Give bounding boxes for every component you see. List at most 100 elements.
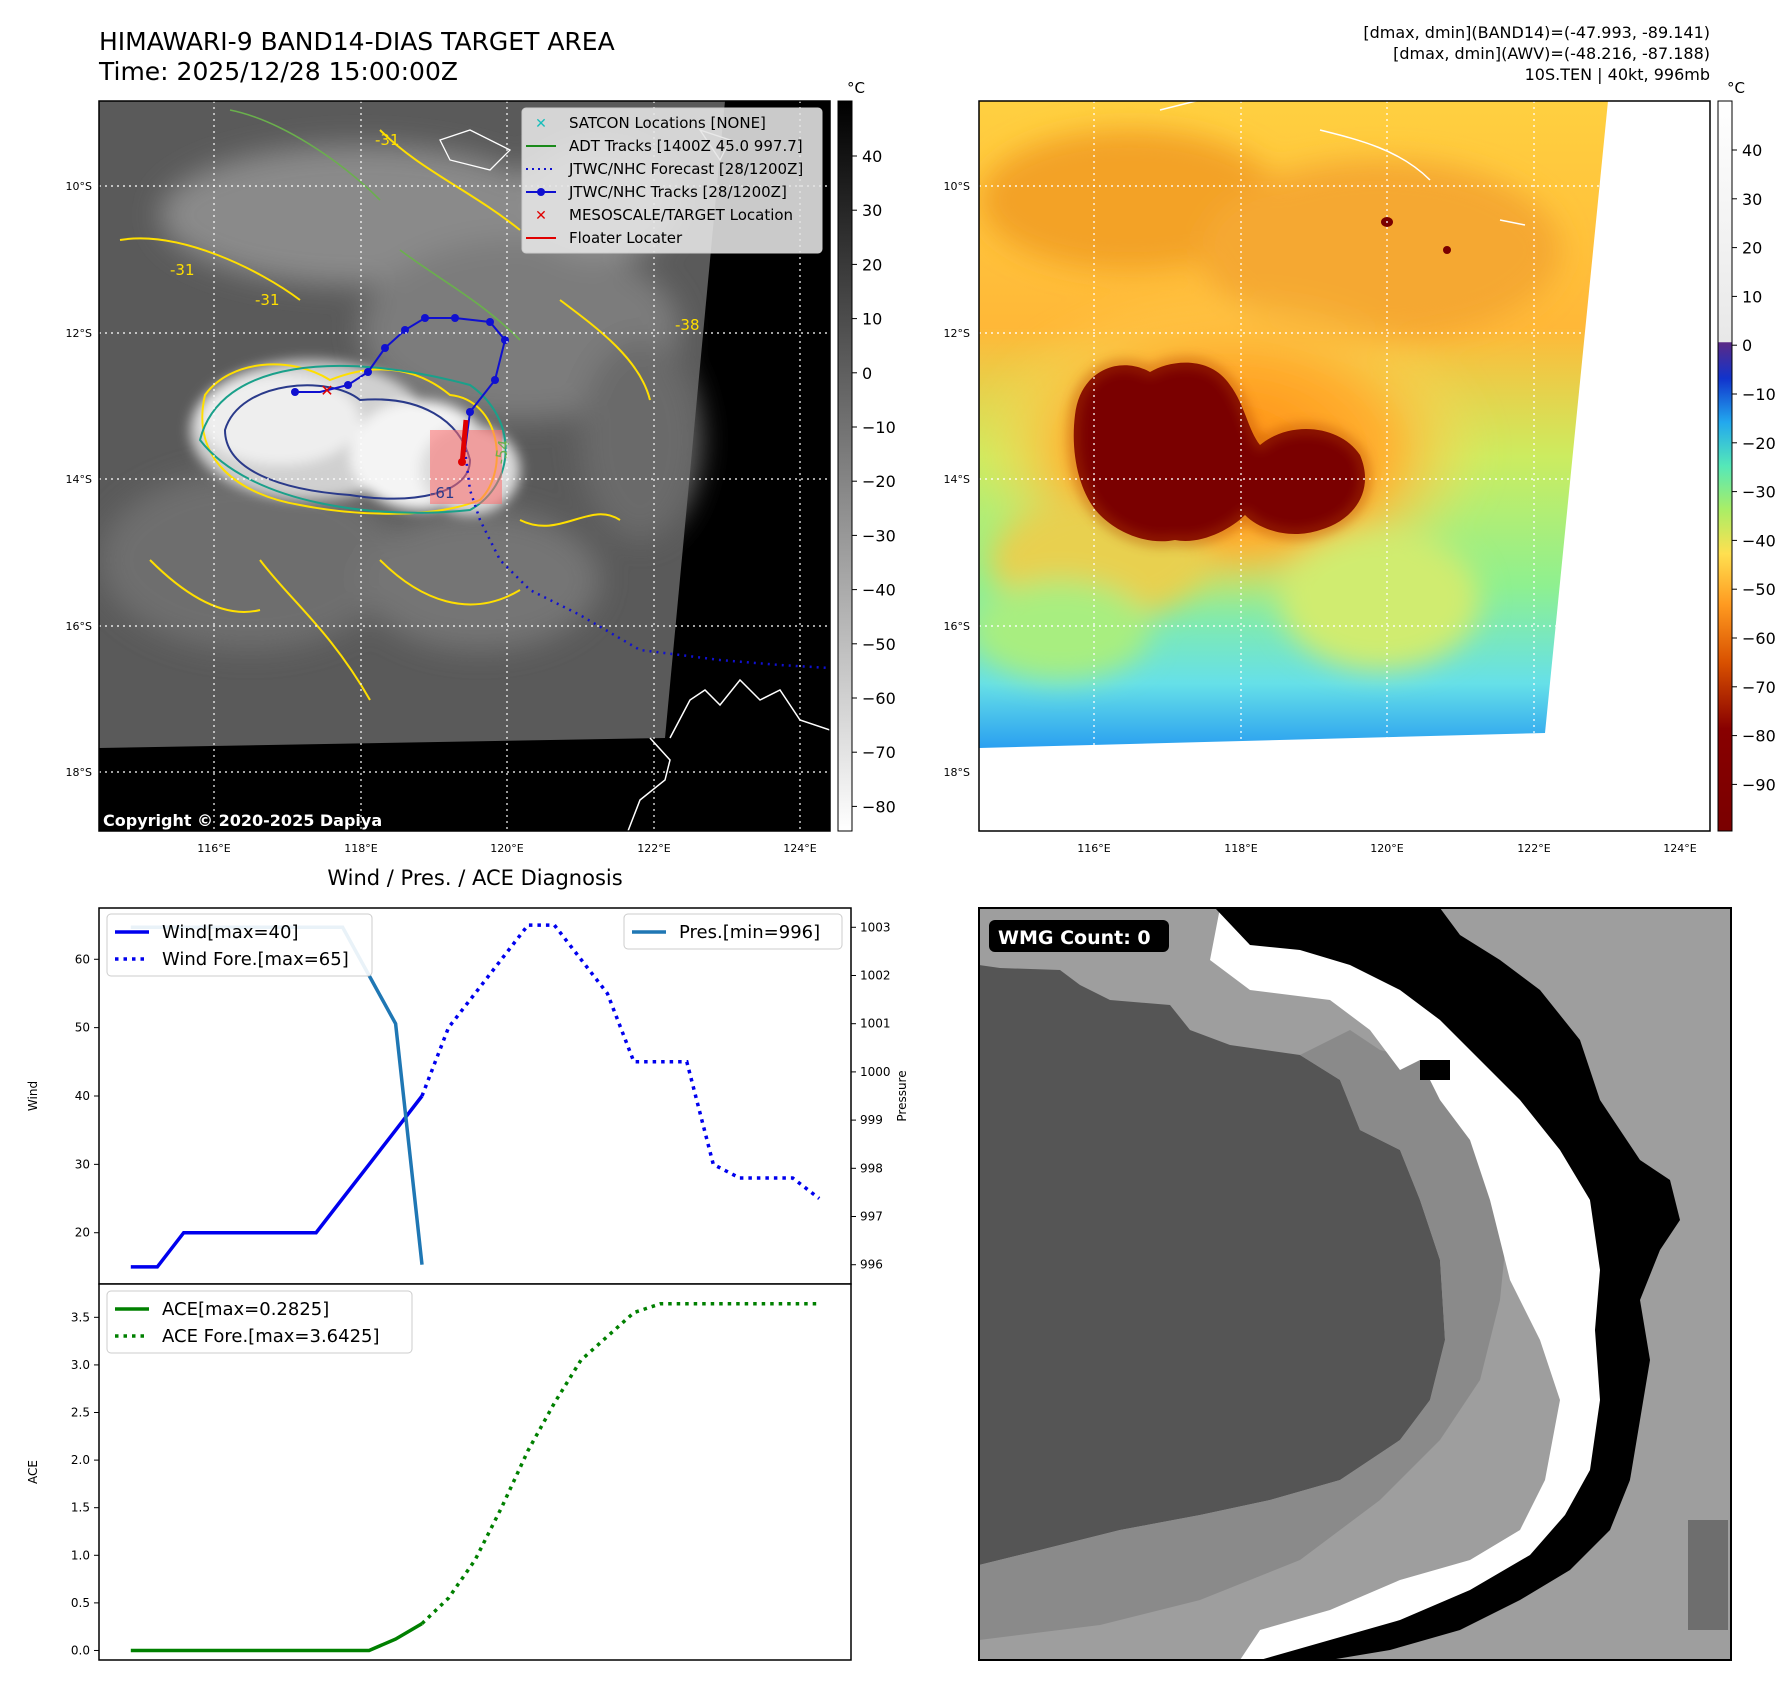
awv-frame	[978, 100, 1711, 832]
awv-moisture	[979, 130, 1560, 680]
colorbar-tick-label: −80	[1742, 727, 1776, 746]
legend-dot-swatch	[537, 188, 545, 196]
lat-label: 16°S	[944, 620, 970, 633]
contour-label: -31	[170, 261, 195, 279]
colorbar-tick-label: 30	[1742, 190, 1762, 209]
y-right-tick-label: 1000	[860, 1065, 891, 1079]
mesoscale-target-marker: ✕	[320, 381, 333, 400]
y-tick-label: 2.0	[71, 1453, 90, 1467]
y-right-tick-label: 1003	[860, 920, 891, 934]
y-tick-label: 3.0	[71, 1358, 90, 1372]
y-right-tick-label: 997	[860, 1210, 883, 1224]
y-right-tick-label: 996	[860, 1258, 883, 1272]
y-tick-label: 40	[75, 1089, 90, 1103]
colorbar-tick-label: −50	[1742, 580, 1776, 599]
copyright-text: Copyright © 2020-2025 Dapiya	[103, 811, 382, 830]
lon-label: 124°E	[1663, 842, 1696, 855]
lon-label: 120°E	[490, 842, 523, 855]
ir-map-panel: ✕ -31 -54 -61 -31 -31 -38	[66, 79, 896, 855]
wmg-panel: WMG Count: 0	[978, 907, 1732, 1661]
colorbar-tick-label: −10	[862, 418, 896, 437]
colorbar-tick-label: −60	[1742, 629, 1776, 648]
legend-label: ACE[max=0.2825]	[162, 1299, 329, 1320]
colorbar-tick-label: 10	[1742, 287, 1762, 306]
colorbar-tick-label: 0	[1742, 336, 1752, 355]
ir-coastline	[627, 678, 830, 831]
series-line-0	[130, 1622, 423, 1653]
lat-label: 18°S	[66, 766, 92, 779]
colorbar-tick-label: 10	[862, 310, 882, 329]
colorbar-tick-label: 20	[1742, 239, 1762, 258]
legend-label: SATCON Locations [NONE]	[569, 114, 766, 132]
legend-item: JTWC/NHC Tracks [28/1200Z]	[526, 183, 787, 201]
lat-label: 16°S	[66, 620, 92, 633]
awv-gridlines	[979, 101, 1710, 831]
legend-item: ✕ SATCON Locations [NONE]	[535, 114, 766, 132]
y-tick-label: 2.5	[71, 1406, 90, 1420]
chart-legend: Wind[max=40] Wind Fore.[max=65]	[106, 913, 373, 977]
ir-lat-labels: 10°S 12°S 14°S 16°S 18°S	[66, 180, 92, 779]
contour-label: -31	[255, 291, 280, 309]
legend-label: Floater Locater	[569, 229, 683, 247]
ir-colorbar-unit: °C	[847, 79, 865, 97]
ir-frame	[98, 100, 831, 832]
legend-label: JTWC/NHC Tracks [28/1200Z]	[568, 183, 787, 201]
wind-pressure-chart: 20 30 40 50 60 996 997 998 999 1000 1001 1002 1003 Pr…	[26, 907, 909, 1285]
lat-label: 18°S	[944, 766, 970, 779]
y-right-tick-label: 1002	[860, 968, 891, 982]
wmg-fragment	[1420, 1060, 1450, 1080]
wmg-fragment	[1688, 1520, 1728, 1630]
awv-colorbar-unit: °C	[1727, 79, 1745, 97]
lon-label: 118°E	[1224, 842, 1257, 855]
series-line-1	[420, 1302, 820, 1625]
stats-storm: 10S.TEN | 40kt, 996mb	[1525, 65, 1710, 84]
colorbar-tick-label: −70	[862, 743, 896, 762]
colorbar-tick-label: 20	[862, 255, 882, 274]
y-tick-label: 20	[75, 1226, 90, 1240]
wmg-dark-region	[979, 965, 1445, 1565]
contour-label: -38	[675, 316, 700, 334]
colorbar-tick-label: 0	[862, 364, 872, 383]
diagnosis-title: Wind / Pres. / ACE Diagnosis	[327, 866, 622, 890]
y-axis-label: Wind	[26, 1081, 40, 1111]
lon-label: 120°E	[1370, 842, 1403, 855]
lon-label: 122°E	[637, 842, 670, 855]
y-tick-label: 0.5	[71, 1596, 90, 1610]
jtwc-forecast-line	[463, 449, 830, 670]
lat-label: 10°S	[944, 180, 970, 193]
legend-label: JTWC/NHC Forecast [28/1200Z]	[568, 160, 803, 178]
series-line-0	[130, 1094, 424, 1269]
y-right-tick-label: 998	[860, 1161, 883, 1175]
y-tick-label: 50	[75, 1021, 90, 1035]
contour-label: -61	[430, 484, 455, 502]
contour-label: -31	[375, 131, 400, 149]
contour-label: -54	[491, 438, 513, 465]
legend-x-marker: ✕	[535, 116, 547, 132]
colorbar-tick-label: −40	[1742, 531, 1776, 550]
legend-label: Pres.[min=996]	[679, 922, 820, 943]
lat-label: 10°S	[66, 180, 92, 193]
legend-item: JTWC/NHC Forecast [28/1200Z]	[526, 160, 803, 178]
series-line-1	[420, 923, 821, 1200]
colorbar-tick-label: 40	[1742, 141, 1762, 160]
y-right-tick-label: 1001	[860, 1017, 891, 1031]
awv-lon-labels: 116°E 118°E 120°E 122°E 124°E	[1077, 842, 1696, 855]
legend-label: Wind Fore.[max=65]	[162, 949, 349, 970]
lon-label: 118°E	[344, 842, 377, 855]
lat-label: 14°S	[944, 473, 970, 486]
legend-item: ADT Tracks [1400Z 45.0 997.7]	[526, 137, 803, 155]
chart-legend: ACE[max=0.2825] ACE Fore.[max=3.6425]	[106, 1290, 413, 1354]
lon-label: 124°E	[783, 842, 816, 855]
ir-contour-teal	[198, 364, 507, 514]
wmg-mid-region	[979, 1030, 1510, 1640]
chart-legend: Pres.[min=996]	[623, 913, 843, 950]
colorbar-tick-label: −30	[1742, 483, 1776, 502]
lon-label: 116°E	[1077, 842, 1110, 855]
colorbar-tick-label: 40	[862, 147, 882, 166]
figure-title: HIMAWARI-9 BAND14-DIAS TARGET AREA	[99, 27, 615, 56]
colorbar-tick-label: −10	[1742, 385, 1776, 404]
colorbar-tick-label: −80	[862, 797, 896, 816]
awv-colorbar: °C 40 30 20 10 0 −10 −20 −30 −40 −50 −60 −70 −80 −90	[1717, 79, 1776, 832]
y-right-tick-label: 999	[860, 1113, 883, 1127]
